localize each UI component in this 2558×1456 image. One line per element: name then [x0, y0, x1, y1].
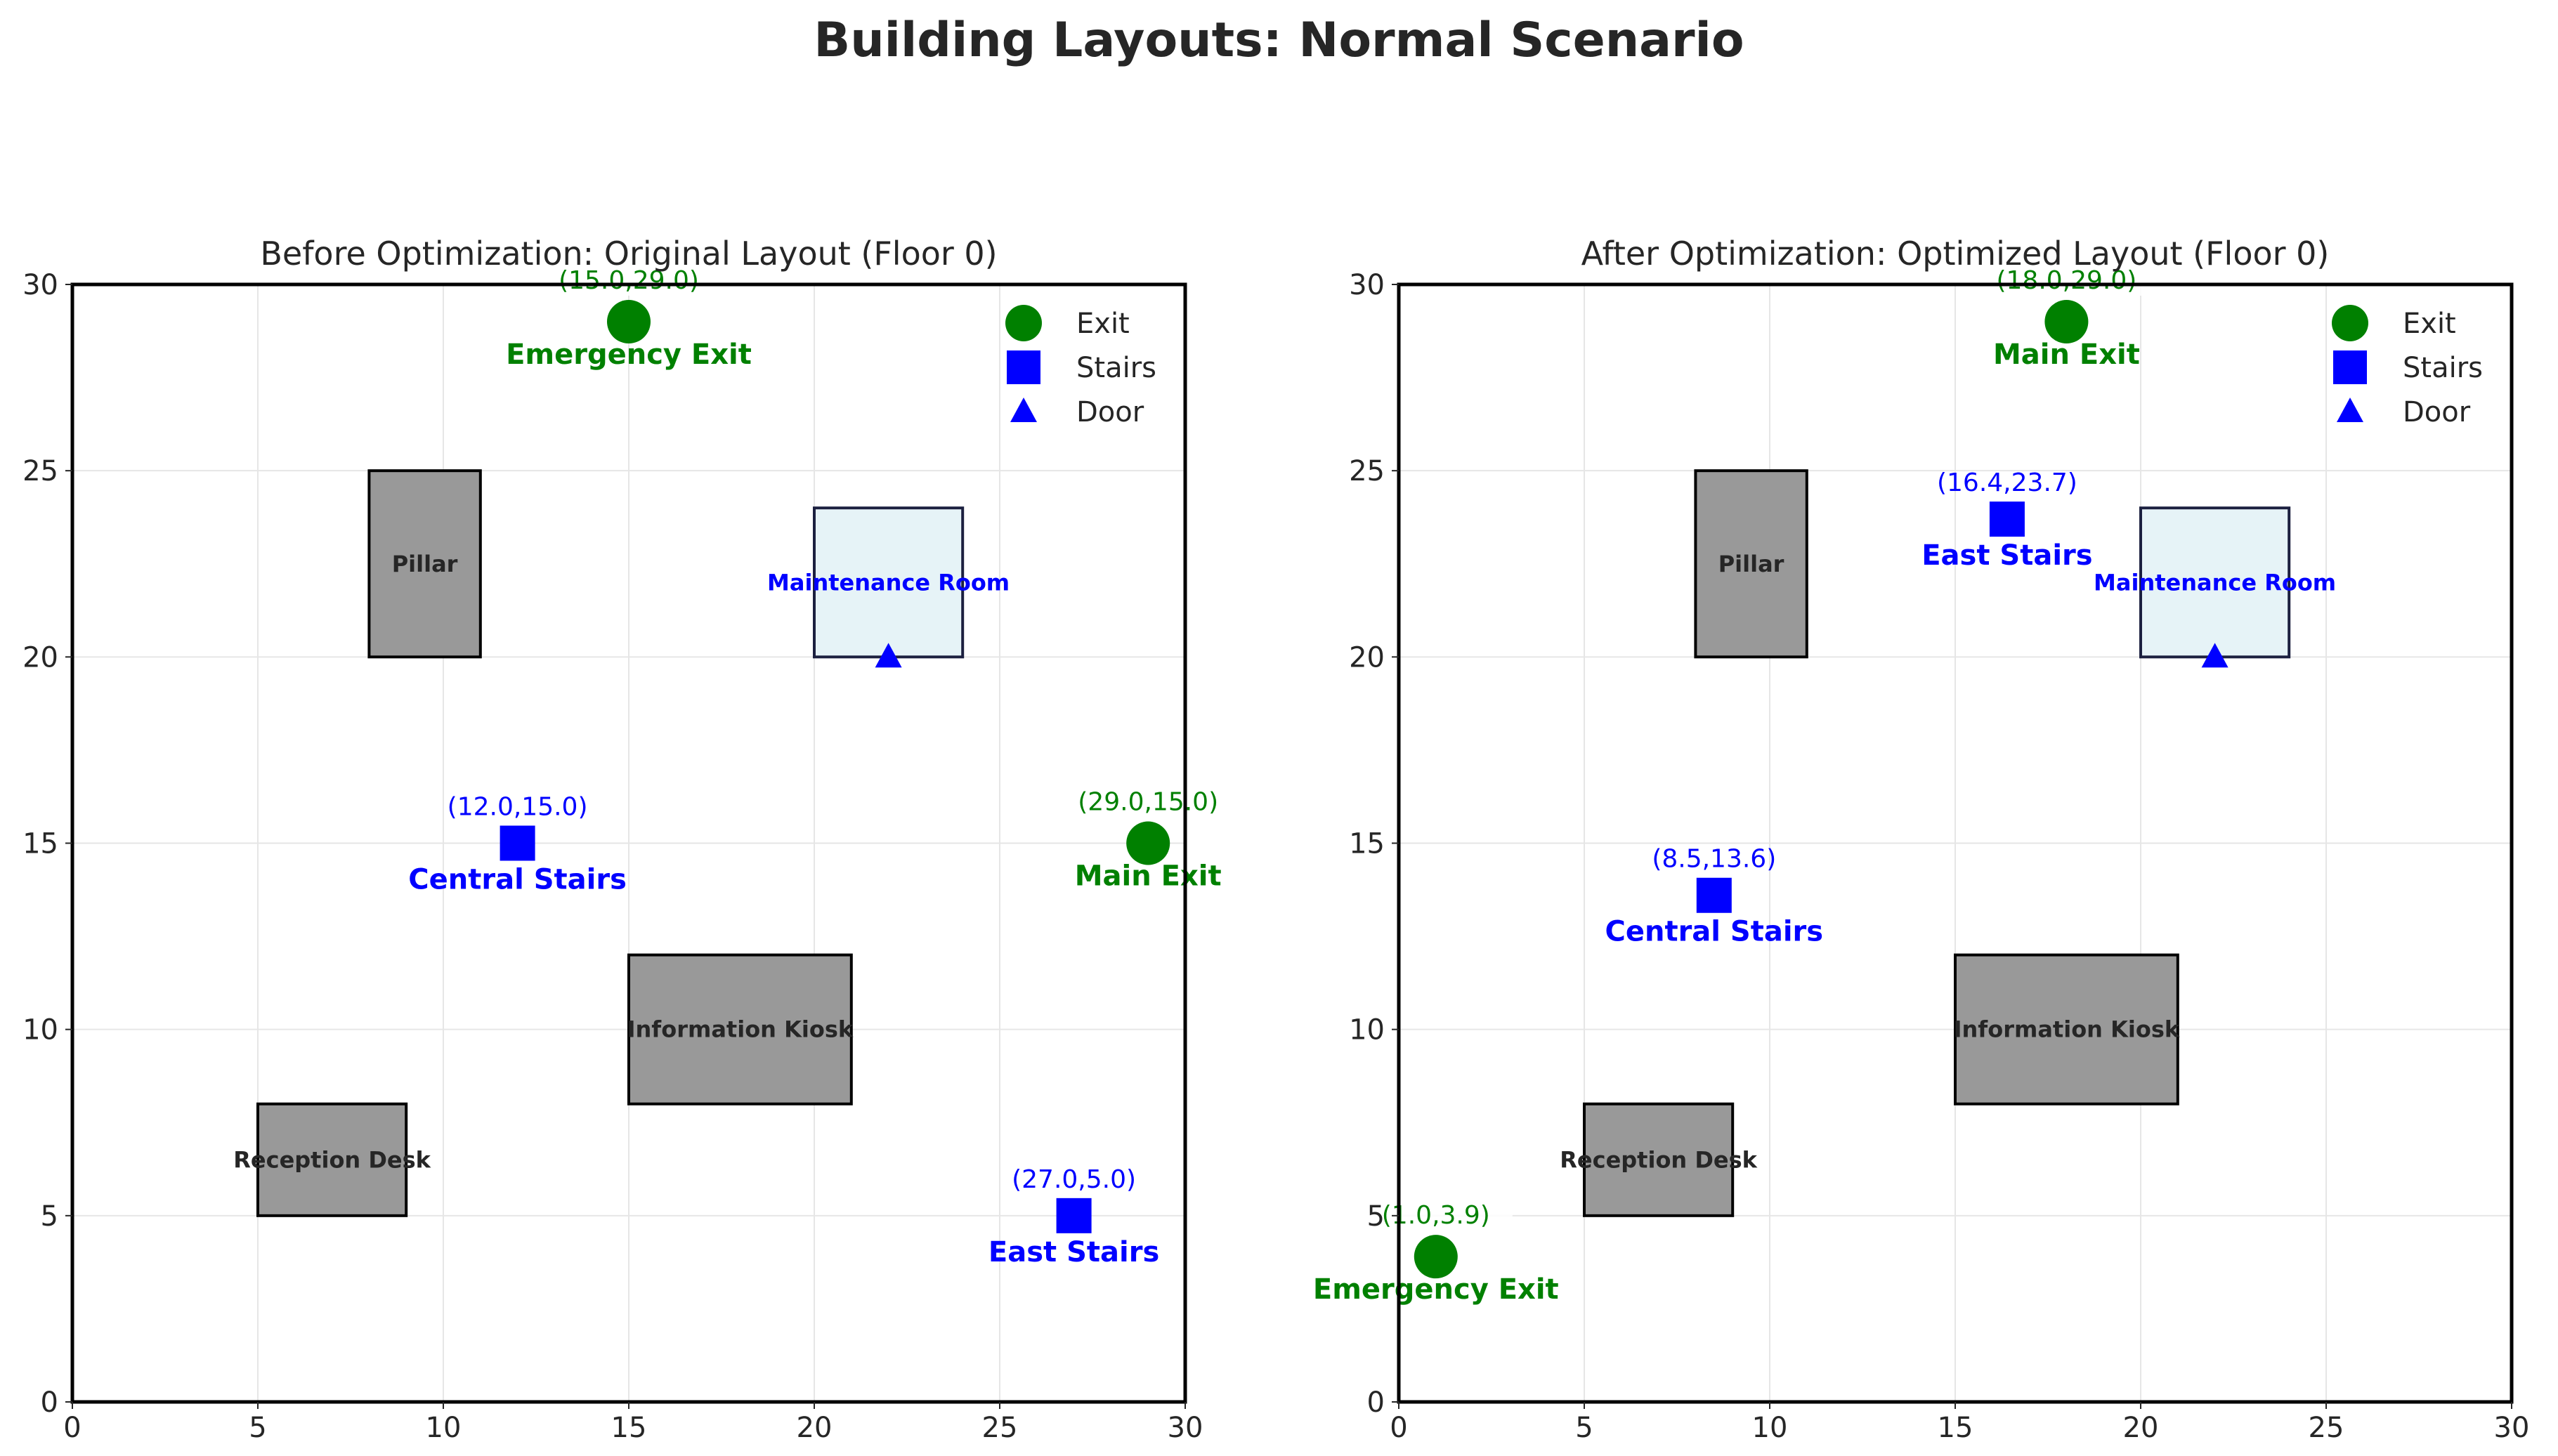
legend-door-icon: [1010, 398, 1037, 422]
legend-label: Stairs: [2403, 352, 2483, 384]
x-tick-label: 5: [249, 1412, 266, 1444]
exit-name-label: Main Exit: [1993, 339, 2140, 371]
exit-marker: [1414, 1235, 1458, 1279]
stairs-marker: [500, 825, 535, 861]
y-tick-label: 20: [22, 641, 58, 674]
y-tick-label: 30: [22, 269, 58, 301]
panel-title: After Optimization: Optimized Layout (Fl…: [1581, 235, 2330, 273]
legend-exit-icon: [2332, 305, 2368, 341]
exit-name-label: Emergency Exit: [1313, 1273, 1559, 1306]
y-tick-label: 30: [1349, 269, 1385, 301]
x-tick-label: 0: [1390, 1412, 1407, 1444]
x-tick-label: 15: [1938, 1412, 1973, 1444]
legend-exit-icon: [1005, 305, 1042, 341]
exit-coord-box: [1974, 263, 2159, 296]
x-tick-label: 25: [2309, 1412, 2344, 1444]
stairs-name-label: East Stairs: [988, 1236, 1159, 1268]
figure-title: Building Layouts: Normal Scenario: [814, 13, 1744, 68]
y-tick-label: 25: [1349, 455, 1385, 487]
exit-marker: [1126, 821, 1170, 865]
obstacle-label: Reception Desk: [1560, 1146, 1757, 1173]
obstacle-label: Pillar: [1718, 551, 1784, 577]
obstacle-rect: [1583, 1102, 1735, 1217]
y-tick-label: 0: [1367, 1386, 1385, 1419]
stairs-coord-label: (8.5,13.6): [1652, 845, 1776, 874]
room-rect: [813, 506, 965, 659]
panel-title: Before Optimization: Original Layout (Fl…: [260, 235, 997, 273]
exit-coord-label: (29.0,15.0): [1078, 788, 1218, 817]
stairs-marker: [1989, 501, 2025, 537]
obstacle-label: Information Kiosk: [627, 1016, 854, 1043]
y-tick-label: 20: [1349, 641, 1385, 674]
obstacle-label: Reception Desk: [233, 1146, 431, 1173]
exit-coord-box: [537, 263, 721, 296]
exit-coord-box: [1056, 785, 1241, 818]
legend-label: Stairs: [1076, 352, 1156, 384]
legend-stairs-icon: [2333, 350, 2367, 384]
room-label: Maintenance Room: [767, 569, 1010, 596]
y-tick-label: 0: [41, 1386, 58, 1419]
exit-coord-label: (15.0,29.0): [559, 266, 699, 295]
x-tick-label: 20: [797, 1412, 833, 1444]
x-tick-label: 30: [1168, 1412, 1203, 1444]
stairs-coord-label: (27.0,5.0): [1012, 1165, 1136, 1194]
exit-marker: [2044, 300, 2089, 344]
y-tick-label: 10: [22, 1014, 58, 1047]
stairs-coord-label: (16.4,23.7): [1937, 468, 2077, 497]
legend-door-icon: [2337, 398, 2363, 422]
x-tick-label: 10: [426, 1412, 462, 1444]
obstacle-label: Information Kiosk: [1954, 1016, 2180, 1043]
exit-marker: [607, 300, 651, 344]
x-tick-label: 0: [63, 1412, 81, 1444]
door-marker: [875, 643, 902, 668]
exit-coord-label: (18.0,29.0): [1996, 266, 2136, 295]
obstacle-rect: [256, 1102, 408, 1217]
legend-label: Exit: [1076, 308, 1130, 340]
stairs-name-label: East Stairs: [1921, 539, 2092, 572]
legend-label: Door: [2403, 396, 2471, 428]
y-tick-label: 5: [41, 1200, 58, 1233]
y-tick-label: 5: [1367, 1200, 1385, 1233]
stairs-name-label: Central Stairs: [408, 864, 627, 896]
x-tick-label: 5: [1575, 1412, 1593, 1444]
obstacle-rect: [1694, 469, 1808, 659]
x-tick-label: 25: [982, 1412, 1018, 1444]
y-tick-label: 15: [1349, 828, 1385, 860]
panel-1: Pillar Information Kiosk Reception Desk Mai…: [22, 235, 1241, 1444]
stairs-coord-label: (12.0,15.0): [448, 793, 588, 822]
room-label: Maintenance Room: [2094, 569, 2336, 596]
stairs-marker: [1696, 877, 1732, 913]
stairs-marker: [1056, 1198, 1092, 1233]
door-marker: [2201, 643, 2229, 668]
stairs-name-label: Central Stairs: [1605, 916, 1823, 948]
obstacle-rect: [1954, 953, 2179, 1106]
x-tick-label: 15: [611, 1412, 647, 1444]
y-tick-label: 25: [22, 455, 58, 487]
exit-name-label: Emergency Exit: [506, 339, 752, 371]
y-tick-label: 15: [22, 828, 58, 860]
exit-name-label: Main Exit: [1075, 860, 1222, 893]
panel-2: Pillar Information Kiosk Reception Desk Mai…: [1313, 235, 2530, 1444]
y-tick-label: 10: [1349, 1014, 1385, 1047]
legend-label: Door: [1076, 396, 1144, 428]
legend-stairs-icon: [1007, 350, 1040, 384]
legend-label: Exit: [2403, 308, 2456, 340]
obstacle-rect: [367, 469, 482, 659]
x-tick-label: 20: [2123, 1412, 2159, 1444]
x-tick-label: 10: [1752, 1412, 1788, 1444]
obstacle-rect: [627, 953, 853, 1106]
x-tick-label: 30: [2494, 1412, 2530, 1444]
room-rect: [2139, 506, 2291, 659]
obstacle-label: Pillar: [392, 551, 458, 577]
